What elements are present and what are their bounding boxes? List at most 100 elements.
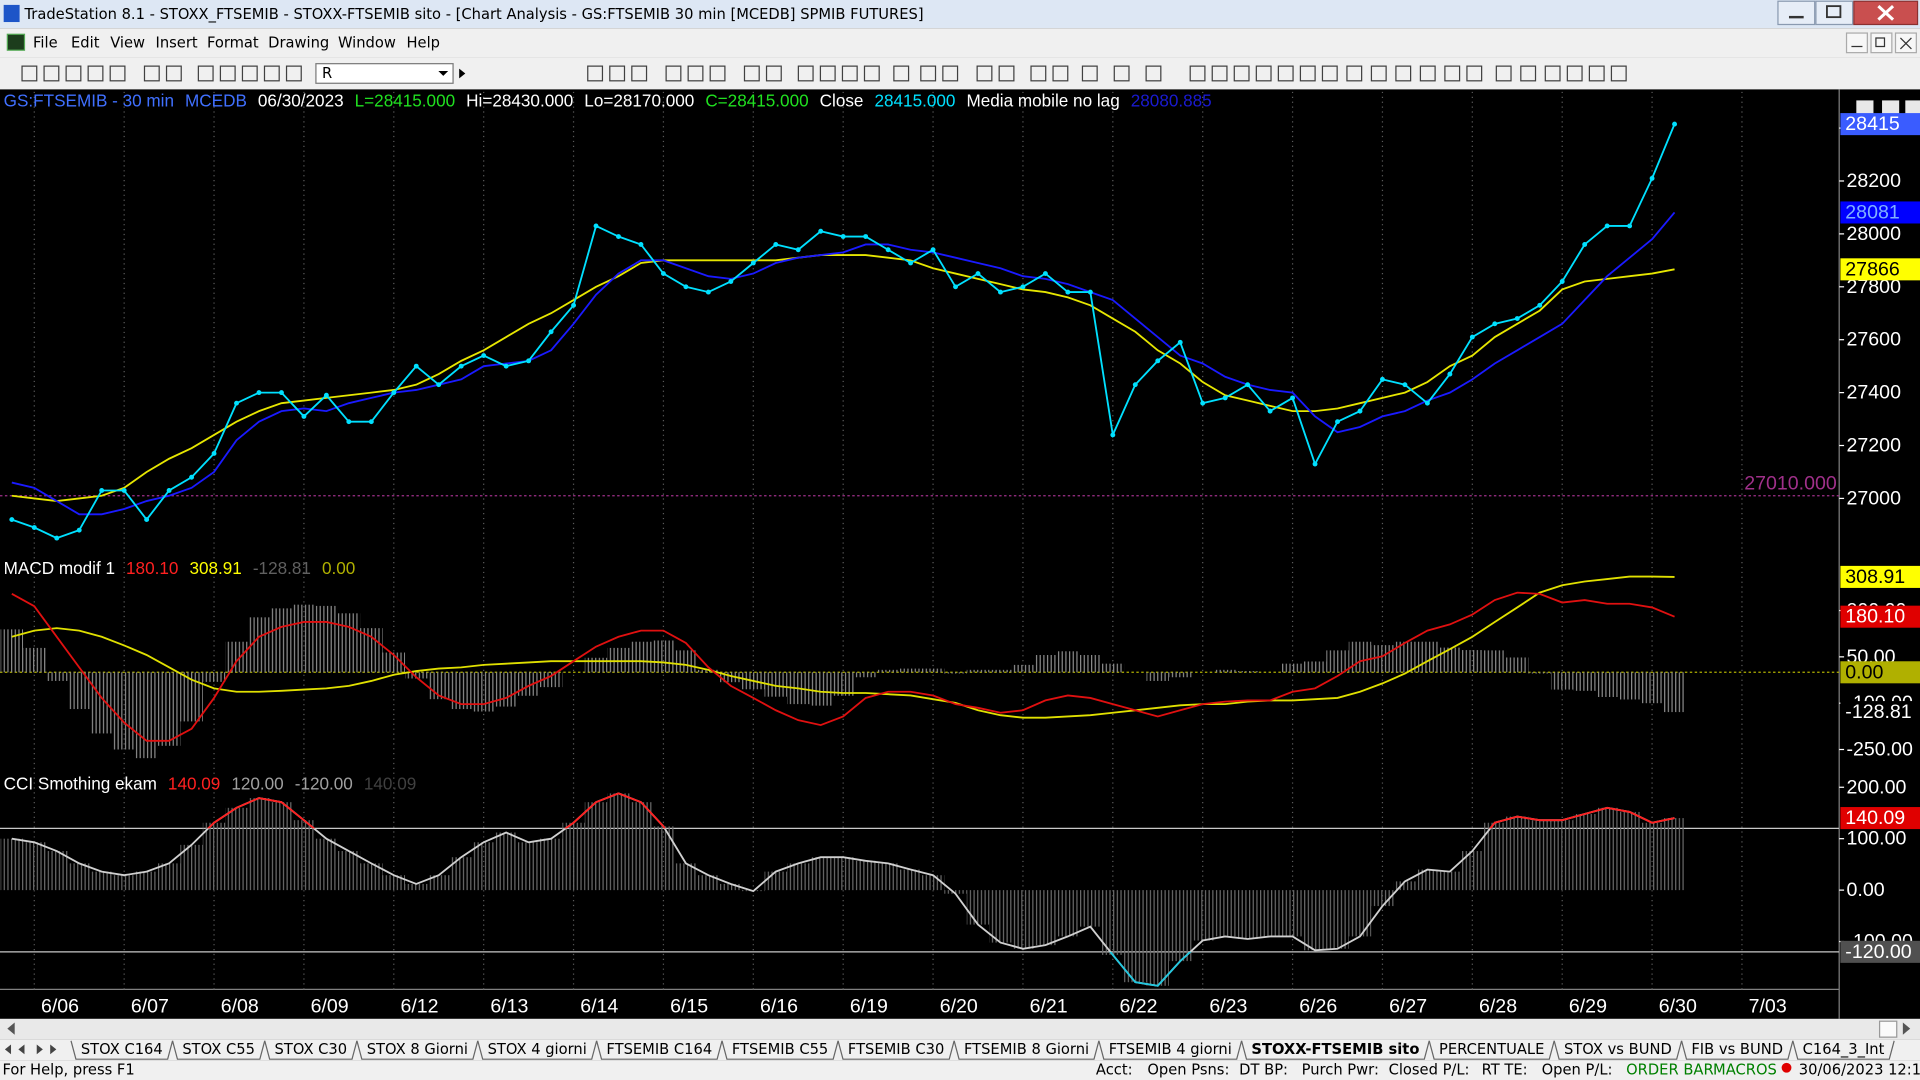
tool-icon[interactable]: [1588, 65, 1605, 82]
tab-outline[interactable]: [477, 1040, 598, 1060]
tool-icon[interactable]: [631, 65, 648, 82]
tab-label[interactable]: FTSEMIB 8 Giorni: [964, 1041, 1089, 1058]
menu-item[interactable]: Drawing: [268, 34, 329, 51]
tool-icon[interactable]: [1277, 65, 1294, 82]
tool-icon[interactable]: [197, 65, 214, 82]
tab-outline[interactable]: [1553, 1040, 1683, 1060]
minimize-button[interactable]: [1777, 0, 1816, 26]
tool-icon[interactable]: [920, 65, 937, 82]
tab-outline[interactable]: [264, 1040, 358, 1060]
tool-icon[interactable]: [893, 65, 910, 82]
tool-icon[interactable]: [819, 65, 836, 82]
tool-icon[interactable]: [1299, 65, 1316, 82]
tool-icon[interactable]: [143, 65, 160, 82]
tool-icon[interactable]: [1052, 65, 1069, 82]
mdi-minimize[interactable]: [1845, 32, 1868, 54]
tab-outline[interactable]: [1680, 1040, 1794, 1060]
tool-icon[interactable]: [863, 65, 880, 82]
tab-outline[interactable]: [1792, 1040, 1895, 1060]
tab-outline[interactable]: [356, 1040, 479, 1060]
tab-label[interactable]: FTSEMIB 4 giorni: [1109, 1041, 1232, 1058]
tab-label[interactable]: STOX 8 Giorni: [367, 1041, 468, 1058]
tab-outline[interactable]: [953, 1040, 1100, 1060]
tool-icon[interactable]: [1610, 65, 1627, 82]
tab-label[interactable]: PERCENTUALE: [1439, 1041, 1544, 1058]
menu-item[interactable]: Window: [338, 34, 396, 51]
tab-label[interactable]: FTSEMIB C164: [606, 1041, 712, 1058]
tab-outline[interactable]: [70, 1040, 174, 1060]
tool-icon[interactable]: [285, 65, 302, 82]
scroll-thumb[interactable]: [1878, 1020, 1898, 1038]
tab-label[interactable]: C164_3_Int: [1803, 1041, 1885, 1058]
menu-item[interactable]: Help: [407, 34, 440, 51]
tool-icon[interactable]: [841, 65, 858, 82]
tool-icon[interactable]: [1113, 65, 1130, 82]
tab-label[interactable]: FTSEMIB C55: [732, 1041, 828, 1058]
tool-icon[interactable]: [765, 65, 782, 82]
tool-icon[interactable]: [87, 65, 104, 82]
tool-icon[interactable]: [1189, 65, 1206, 82]
tool-icon[interactable]: [1030, 65, 1047, 82]
tool-icon[interactable]: [709, 65, 726, 82]
tool-icon[interactable]: [1544, 65, 1561, 82]
tool-icon[interactable]: [587, 65, 604, 82]
tab-label[interactable]: STOX C164: [81, 1041, 163, 1058]
mdi-restore[interactable]: [1870, 32, 1893, 54]
maximize-button[interactable]: [1815, 0, 1854, 26]
menu-item[interactable]: Insert: [156, 34, 198, 51]
tool-icon[interactable]: [1419, 65, 1436, 82]
tool-icon[interactable]: [1211, 65, 1228, 82]
tab-nav[interactable]: [4, 1044, 57, 1055]
tab-label[interactable]: STOXX-FTSEMIB sito: [1251, 1041, 1419, 1058]
tool-icon[interactable]: [743, 65, 760, 82]
tool-icon[interactable]: [1466, 65, 1483, 82]
tool-icon[interactable]: [665, 65, 682, 82]
tool-icon[interactable]: [165, 65, 182, 82]
tool-icon[interactable]: [109, 65, 126, 82]
tool-icon[interactable]: [976, 65, 993, 82]
tab-outline[interactable]: [837, 1040, 955, 1060]
symbol-box[interactable]: [315, 63, 454, 84]
tab-outline[interactable]: [596, 1040, 723, 1060]
tab-outline[interactable]: [1240, 1040, 1430, 1060]
tool-icon[interactable]: [1566, 65, 1583, 82]
tool-icon[interactable]: [1233, 65, 1250, 82]
tool-icon[interactable]: [1145, 65, 1162, 82]
menu-item[interactable]: Edit: [71, 34, 100, 51]
tab-label[interactable]: STOX 4 giorni: [488, 1041, 587, 1058]
tab-label[interactable]: STOX vs BUND: [1564, 1041, 1672, 1058]
tab-label[interactable]: STOX C55: [182, 1041, 255, 1058]
tool-icon[interactable]: [1346, 65, 1363, 82]
tool-icon[interactable]: [998, 65, 1015, 82]
tab-label[interactable]: FIB vs BUND: [1691, 1041, 1783, 1058]
tool-icon[interactable]: [21, 65, 38, 82]
tool-icon[interactable]: [219, 65, 236, 82]
tool-icon[interactable]: [687, 65, 704, 82]
tool-icon[interactable]: [1520, 65, 1537, 82]
histogram-bar: [247, 617, 271, 673]
tool-icon[interactable]: [43, 65, 60, 82]
menu-item[interactable]: View: [110, 34, 145, 51]
tab-label[interactable]: STOX C30: [275, 1041, 348, 1058]
tool-icon[interactable]: [1444, 65, 1461, 82]
menu-item[interactable]: File: [33, 34, 58, 51]
menu-item[interactable]: Format: [207, 34, 259, 51]
tool-icon[interactable]: [1370, 65, 1387, 82]
tab-outline[interactable]: [721, 1040, 839, 1060]
tool-icon[interactable]: [241, 65, 258, 82]
tab-outline[interactable]: [171, 1040, 266, 1060]
tool-icon[interactable]: [1395, 65, 1412, 82]
tool-icon[interactable]: [1321, 65, 1338, 82]
scrollbar[interactable]: [0, 1018, 1920, 1040]
tool-icon[interactable]: [942, 65, 959, 82]
tool-icon[interactable]: [797, 65, 814, 82]
tab-outline[interactable]: [1428, 1040, 1555, 1060]
tool-icon[interactable]: [1495, 65, 1512, 82]
tool-icon[interactable]: [1081, 65, 1098, 82]
tool-icon[interactable]: [1255, 65, 1272, 82]
tab-label[interactable]: FTSEMIB C30: [848, 1041, 944, 1058]
tab-outline[interactable]: [1098, 1040, 1243, 1060]
tool-icon[interactable]: [263, 65, 280, 82]
tool-icon[interactable]: [65, 65, 82, 82]
tool-icon[interactable]: [609, 65, 626, 82]
